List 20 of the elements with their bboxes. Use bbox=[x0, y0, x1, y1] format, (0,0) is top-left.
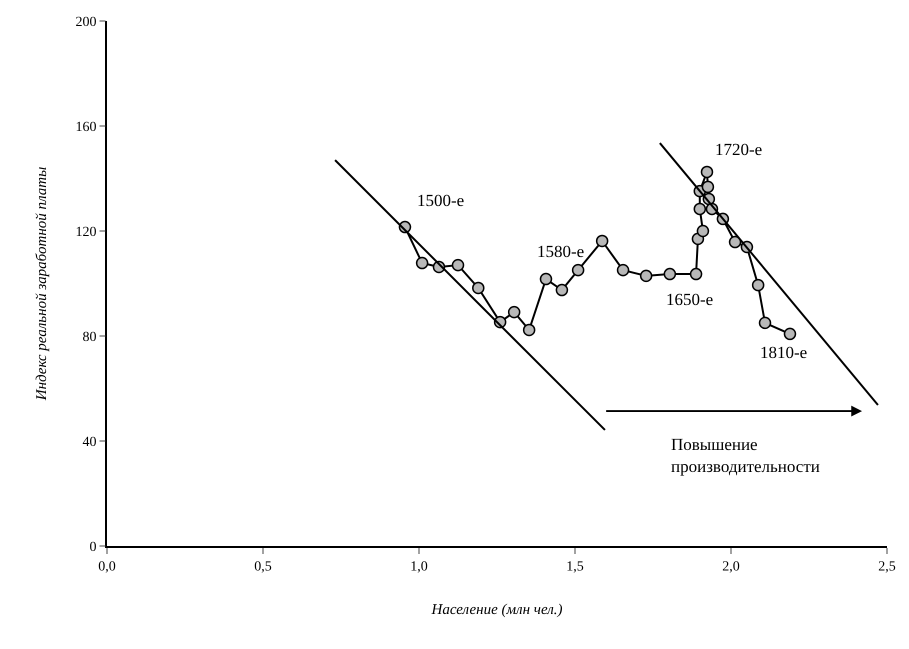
x-tick-label: 0,5 bbox=[254, 560, 272, 575]
y-tick-label: 200 bbox=[75, 14, 96, 30]
y-tick-label: 120 bbox=[75, 224, 96, 240]
annotation: 1500-е bbox=[417, 191, 464, 210]
x-tick-label: 0,0 bbox=[98, 560, 116, 575]
y-tick-label: 160 bbox=[75, 120, 96, 135]
x-tick-label: 2,5 bbox=[878, 560, 896, 575]
annotation: 1810-е bbox=[760, 343, 808, 362]
y-axis-title: Индекс реальной заработной платы bbox=[34, 166, 50, 402]
annotation: 1650-е bbox=[666, 290, 714, 309]
annotation: Повышение производительности bbox=[671, 435, 820, 476]
y-tick-label: 0 bbox=[89, 540, 96, 555]
x-axis-title: Население (млн чел.) bbox=[430, 602, 563, 618]
y-tick-label: 40 bbox=[82, 434, 96, 450]
x-tick-label: 2,0 bbox=[722, 560, 740, 575]
y-tick-label: 80 bbox=[82, 330, 96, 345]
annotation: 1580-е bbox=[537, 242, 584, 261]
annotation: 1720-е bbox=[715, 140, 762, 159]
x-tick-label: 1,5 bbox=[566, 560, 584, 575]
x-tick-label: 1,0 bbox=[410, 560, 428, 575]
